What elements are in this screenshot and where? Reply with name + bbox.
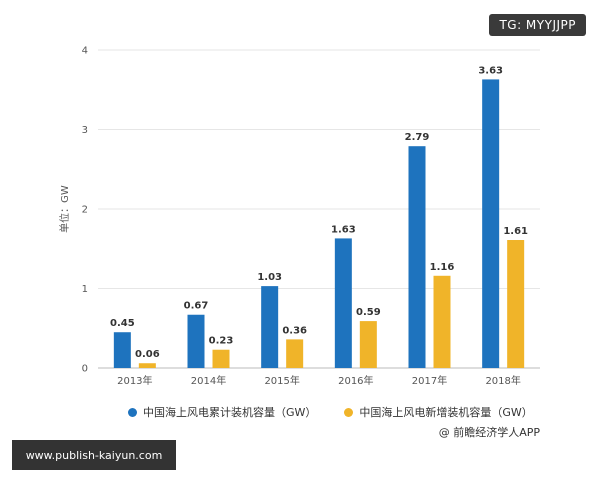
x-tick-label: 2016年 <box>338 374 373 387</box>
legend-item-cumulative: 中国海上风电累计装机容量（GW） <box>128 404 316 420</box>
chart-legend: 中国海上风电累计装机容量（GW） 中国海上风电新增装机容量（GW） <box>128 404 533 420</box>
data-label-cumulative: 1.63 <box>331 224 356 235</box>
bar-cumulative-2013年 <box>113 332 131 368</box>
bar-cumulative-2016年 <box>334 238 352 368</box>
data-label-cumulative: 2.79 <box>405 132 430 143</box>
x-tick-label: 2014年 <box>191 374 226 387</box>
y-tick-label: 0 <box>82 364 88 375</box>
y-axis-label: 单位：GW <box>58 185 71 233</box>
data-label-new: 0.23 <box>209 336 234 347</box>
data-label-new: 0.06 <box>135 349 160 360</box>
data-label-new: 1.61 <box>503 226 528 237</box>
data-label-cumulative: 0.45 <box>110 318 135 329</box>
y-tick-label: 3 <box>82 125 88 136</box>
y-tick-label: 1 <box>82 284 88 295</box>
legend-label-new: 中国海上风电新增装机容量（GW） <box>359 406 533 419</box>
bar-new-2013年 <box>138 363 156 368</box>
data-label-new: 0.59 <box>356 307 381 318</box>
x-tick-label: 2018年 <box>485 374 520 387</box>
bar-cumulative-2017年 <box>408 146 426 368</box>
data-label-cumulative: 1.03 <box>257 272 282 283</box>
bar-new-2018年 <box>507 240 525 368</box>
legend-marker-cumulative <box>128 407 137 417</box>
y-tick-label: 4 <box>82 46 88 57</box>
bar-new-2015年 <box>286 339 304 368</box>
x-tick-label: 2017年 <box>412 374 447 387</box>
bar-cumulative-2018年 <box>482 79 500 368</box>
tg-badge: TG: MYYJJPP <box>489 14 586 36</box>
source-label: @ 前瞻经济学人APP <box>438 426 540 439</box>
data-label-new: 1.16 <box>430 262 455 273</box>
data-label-new: 0.36 <box>282 325 307 336</box>
y-tick-label: 2 <box>82 205 88 216</box>
bar-cumulative-2015年 <box>261 286 279 368</box>
bar-cumulative-2014年 <box>187 314 205 368</box>
url-banner: www.publish-kaiyun.com <box>12 440 176 470</box>
x-tick-label: 2015年 <box>264 374 299 387</box>
legend-item-new: 中国海上风电新增装机容量（GW） <box>344 404 533 420</box>
x-tick-label: 2013年 <box>117 374 152 387</box>
bar-new-2016年 <box>359 321 377 368</box>
data-label-cumulative: 3.63 <box>478 65 503 76</box>
legend-marker-new <box>344 407 354 417</box>
data-label-cumulative: 0.67 <box>184 301 209 312</box>
legend-label-cumulative: 中国海上风电累计装机容量（GW） <box>143 406 317 419</box>
bar-new-2017年 <box>433 275 451 368</box>
bar-new-2014年 <box>212 349 230 368</box>
